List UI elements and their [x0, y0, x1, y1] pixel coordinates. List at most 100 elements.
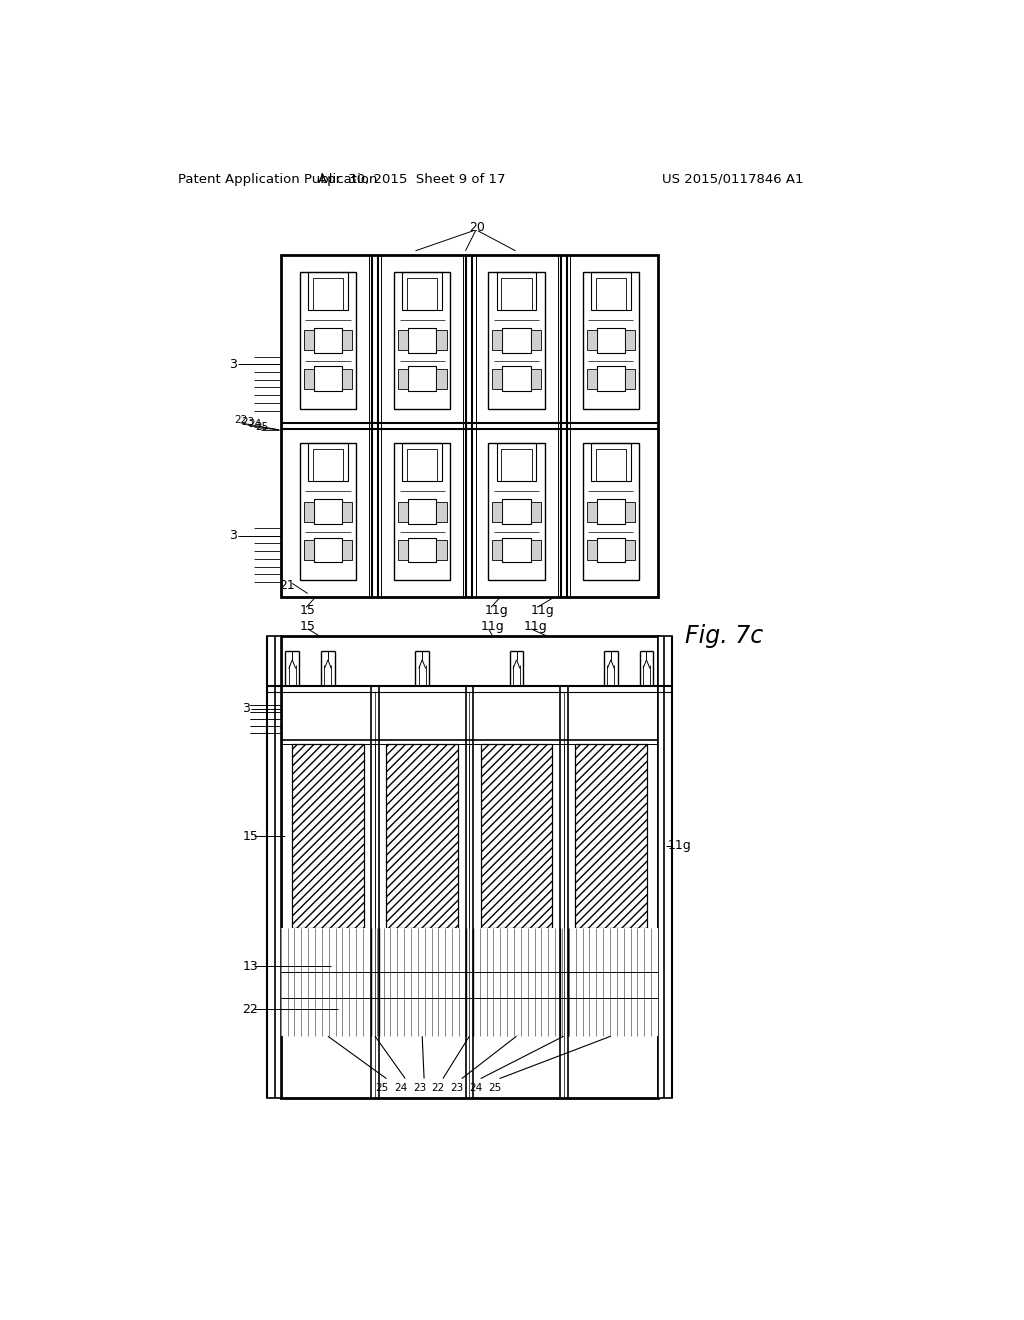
Bar [493, 368, 503, 388]
Text: 22: 22 [243, 1003, 258, 1016]
Text: 3: 3 [229, 358, 237, 371]
Bar [583, 444, 639, 581]
Bar [583, 272, 639, 409]
Bar [658, 636, 672, 1098]
Bar [300, 444, 356, 581]
Text: 3: 3 [243, 702, 250, 715]
Bar [436, 368, 446, 388]
Bar [303, 502, 313, 521]
Bar [436, 540, 446, 560]
Bar [394, 272, 451, 409]
Text: Apr. 30, 2015  Sheet 9 of 17: Apr. 30, 2015 Sheet 9 of 17 [317, 173, 506, 186]
Bar [394, 444, 451, 581]
Text: US 2015/0117846 A1: US 2015/0117846 A1 [662, 173, 804, 186]
Text: Patent Application Publication: Patent Application Publication [178, 173, 378, 186]
Bar [575, 744, 647, 928]
Bar [402, 444, 442, 482]
Bar [591, 444, 631, 482]
Bar [398, 368, 408, 388]
Text: Fig. 7c: Fig. 7c [685, 624, 763, 648]
Text: 24: 24 [249, 420, 261, 429]
Text: 15: 15 [243, 830, 258, 843]
Bar [625, 368, 635, 388]
Bar [303, 330, 313, 350]
Text: 20: 20 [469, 222, 485, 234]
Text: 23: 23 [242, 417, 255, 428]
Text: 23: 23 [451, 1082, 464, 1093]
Bar [625, 540, 635, 560]
Bar [625, 330, 635, 350]
Text: 23: 23 [413, 1082, 426, 1093]
Bar [530, 330, 541, 350]
Bar [398, 330, 408, 350]
Bar [587, 540, 597, 560]
Bar [303, 540, 313, 560]
Bar [503, 499, 530, 524]
Bar [313, 367, 342, 391]
Bar [587, 502, 597, 521]
Bar [281, 928, 658, 1036]
Text: 21: 21 [280, 579, 295, 593]
Bar [312, 449, 343, 482]
Text: 22: 22 [234, 414, 248, 425]
Bar [408, 327, 436, 352]
Bar [342, 540, 352, 560]
Bar [386, 744, 458, 928]
Text: 3: 3 [229, 529, 237, 543]
Bar [398, 502, 408, 521]
Bar [436, 502, 446, 521]
Bar [313, 499, 342, 524]
Bar [597, 367, 625, 391]
Bar [503, 537, 530, 562]
Text: 25: 25 [488, 1082, 502, 1093]
Bar [596, 277, 626, 310]
Bar [342, 502, 352, 521]
Bar [300, 272, 356, 409]
Bar [313, 537, 342, 562]
Bar [597, 499, 625, 524]
Bar [312, 277, 343, 310]
Bar [402, 272, 442, 310]
Text: 11g: 11g [523, 620, 547, 634]
Text: 11g: 11g [484, 603, 509, 616]
Bar [488, 444, 545, 581]
Bar [308, 444, 348, 482]
Bar [303, 368, 313, 388]
Bar [281, 255, 658, 598]
Bar [493, 330, 503, 350]
Text: 24: 24 [469, 1082, 482, 1093]
Bar [342, 368, 352, 388]
Bar [530, 502, 541, 521]
Bar [587, 368, 597, 388]
Bar [597, 537, 625, 562]
Bar [267, 636, 281, 1098]
Bar [408, 499, 436, 524]
Bar [497, 272, 537, 310]
Text: 24: 24 [394, 1082, 408, 1093]
Bar [408, 367, 436, 391]
Text: 15: 15 [300, 620, 315, 634]
Bar [313, 327, 342, 352]
Bar [308, 272, 348, 310]
Text: 22: 22 [432, 1082, 445, 1093]
Bar [625, 502, 635, 521]
Bar [292, 744, 364, 928]
Text: 11g: 11g [481, 620, 505, 634]
Bar [342, 330, 352, 350]
Text: 25: 25 [375, 1082, 388, 1093]
Bar [408, 449, 437, 482]
Bar [596, 449, 626, 482]
Bar [597, 327, 625, 352]
Text: 11g: 11g [668, 840, 692, 853]
Bar [503, 367, 530, 391]
Text: 25: 25 [255, 422, 268, 432]
Bar [436, 330, 446, 350]
Bar [497, 444, 537, 482]
Bar [398, 540, 408, 560]
Bar [281, 636, 658, 1098]
Bar [502, 277, 531, 310]
Bar [530, 540, 541, 560]
Bar [408, 277, 437, 310]
Bar [488, 272, 545, 409]
Bar [408, 537, 436, 562]
